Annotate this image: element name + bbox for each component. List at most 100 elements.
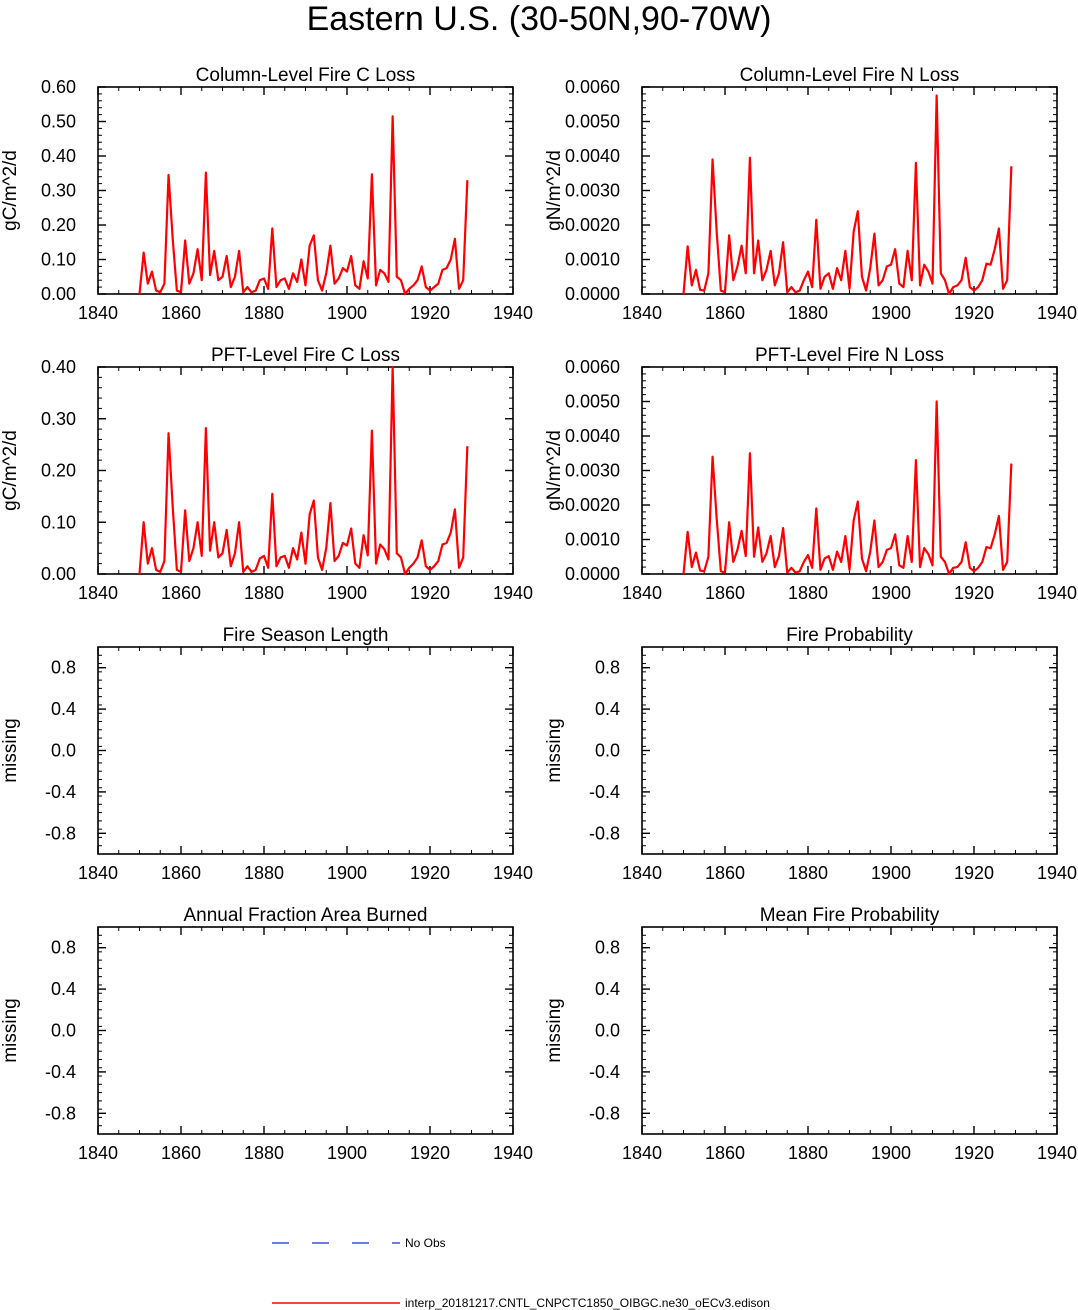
x-tick-label: 1940 [1037, 1143, 1077, 1163]
y-tick-label: 0.8 [51, 658, 76, 678]
x-tick-label: 1860 [161, 863, 201, 883]
chart-title: Fire Probability [786, 625, 913, 646]
x-tick-label: 1840 [78, 863, 118, 883]
x-tick-label: 1900 [871, 1143, 911, 1163]
x-tick-label: 1940 [493, 863, 533, 883]
y-tick-label: -0.4 [589, 782, 620, 802]
y-tick-label: -0.8 [45, 823, 76, 843]
x-tick-label: 1940 [493, 303, 533, 323]
x-tick-label: 1940 [493, 583, 533, 603]
legend-label-model: interp_20181217.CNTL_CNPCTC1850_OIBGC.ne… [405, 1296, 770, 1310]
x-tick-label: 1900 [871, 583, 911, 603]
y-tick-label: 0.0040 [565, 146, 620, 166]
chart-panel: PFT-Level Fire N Loss gN/m^2/d 1840 1860 188… [544, 345, 1077, 603]
y-tick-label: 0.0010 [565, 250, 620, 270]
y-tick-label: 0.8 [595, 658, 620, 678]
y-tick-label: -0.4 [589, 1062, 620, 1082]
y-tick-label: 0.0050 [565, 112, 620, 132]
y-tick-label: 0.0000 [565, 564, 620, 584]
x-tick-label: 1940 [1037, 303, 1077, 323]
y-tick-label: 0.4 [51, 979, 76, 999]
series-line [138, 115, 469, 296]
y-tick-label: -0.8 [589, 823, 620, 843]
x-tick-label: 1880 [788, 303, 828, 323]
x-tick-label: 1860 [705, 863, 745, 883]
x-tick-label: 1900 [327, 863, 367, 883]
figure-title: Eastern U.S. (30-50N,90-70W) [307, 0, 772, 38]
x-tick-label: 1880 [788, 583, 828, 603]
x-tick-label: 1860 [705, 1143, 745, 1163]
plot-frame [641, 926, 1058, 1135]
y-tick-label: 0.50 [41, 112, 76, 132]
x-tick-label: 1880 [788, 1143, 828, 1163]
x-tick-label: 1840 [622, 1143, 662, 1163]
y-tick-label: 0.8 [51, 938, 76, 958]
x-tick-label: 1920 [410, 583, 450, 603]
x-tick-label: 1840 [622, 863, 662, 883]
x-tick-label: 1920 [954, 303, 994, 323]
y-tick-label: 0.0 [595, 741, 620, 761]
chart-panel: Mean Fire Probability missing 1840 1860 1880… [544, 905, 1077, 1163]
x-tick-label: 1840 [622, 583, 662, 603]
chart-title: Column-Level Fire C Loss [196, 65, 416, 86]
panels: Column-Level Fire C Loss gC/m^2/d 1840 1860… [0, 65, 1077, 1163]
y-tick-label: 0.20 [41, 215, 76, 235]
chart-panel: Annual Fraction Area Burned missing 1840 18… [0, 905, 533, 1163]
y-tick-label: 0.10 [41, 512, 76, 532]
x-tick-label: 1880 [244, 1143, 284, 1163]
series-line [682, 400, 1013, 576]
y-tick-label: 0.20 [41, 461, 76, 481]
x-tick-label: 1880 [244, 303, 284, 323]
x-tick-label: 1920 [410, 1143, 450, 1163]
x-tick-label: 1840 [78, 583, 118, 603]
y-tick-label: 0.40 [41, 357, 76, 377]
y-tick-label: 0.0030 [565, 181, 620, 201]
y-tick-label: 0.0 [51, 741, 76, 761]
plot-frame [641, 646, 1058, 855]
chart-panel: Column-Level Fire N Loss gN/m^2/d 1840 1860… [544, 65, 1077, 323]
plot-frame [641, 366, 1058, 575]
y-axis-label: gC/m^2/d [0, 430, 21, 511]
y-tick-label: -0.4 [45, 782, 76, 802]
x-tick-label: 1860 [161, 303, 201, 323]
y-tick-label: 0.60 [41, 77, 76, 97]
y-tick-label: 0.10 [41, 250, 76, 270]
y-tick-label: 0.30 [41, 181, 76, 201]
chart-title: PFT-Level Fire N Loss [755, 345, 944, 366]
y-tick-label: 0.0030 [565, 461, 620, 481]
y-axis-label: gN/m^2/d [544, 150, 565, 231]
plot-frame [97, 86, 514, 295]
plot-frame [97, 646, 514, 855]
x-tick-label: 1900 [327, 583, 367, 603]
x-tick-label: 1920 [954, 1143, 994, 1163]
y-tick-label: 0.0010 [565, 530, 620, 550]
legend-label-no-obs: No Obs [405, 1236, 446, 1250]
y-tick-label: 0.4 [595, 979, 620, 999]
x-tick-label: 1920 [410, 863, 450, 883]
chart-title: Annual Fraction Area Burned [184, 905, 428, 926]
y-tick-label: 0.00 [41, 564, 76, 584]
x-tick-label: 1880 [244, 863, 284, 883]
y-axis-label: missing [544, 718, 565, 782]
x-tick-label: 1860 [705, 303, 745, 323]
y-tick-label: 0.30 [41, 409, 76, 429]
x-tick-label: 1920 [954, 583, 994, 603]
y-tick-label: 0.0000 [565, 284, 620, 304]
chart-panel: Column-Level Fire C Loss gC/m^2/d 1840 1860… [0, 65, 533, 323]
x-tick-label: 1900 [871, 863, 911, 883]
chart-panel: Fire Season Length missing 1840 1860 1880 190… [0, 625, 533, 883]
y-tick-label: 0.0040 [565, 426, 620, 446]
chart-title: Mean Fire Probability [760, 905, 940, 926]
x-tick-label: 1840 [622, 303, 662, 323]
y-axis-label: missing [0, 718, 21, 782]
x-tick-label: 1900 [871, 303, 911, 323]
x-tick-label: 1940 [493, 1143, 533, 1163]
x-tick-label: 1860 [161, 1143, 201, 1163]
x-tick-label: 1940 [1037, 863, 1077, 883]
x-tick-label: 1920 [410, 303, 450, 323]
y-axis-label: missing [0, 998, 21, 1062]
x-tick-label: 1940 [1037, 583, 1077, 603]
x-tick-label: 1880 [788, 863, 828, 883]
y-tick-label: 0.0020 [565, 215, 620, 235]
